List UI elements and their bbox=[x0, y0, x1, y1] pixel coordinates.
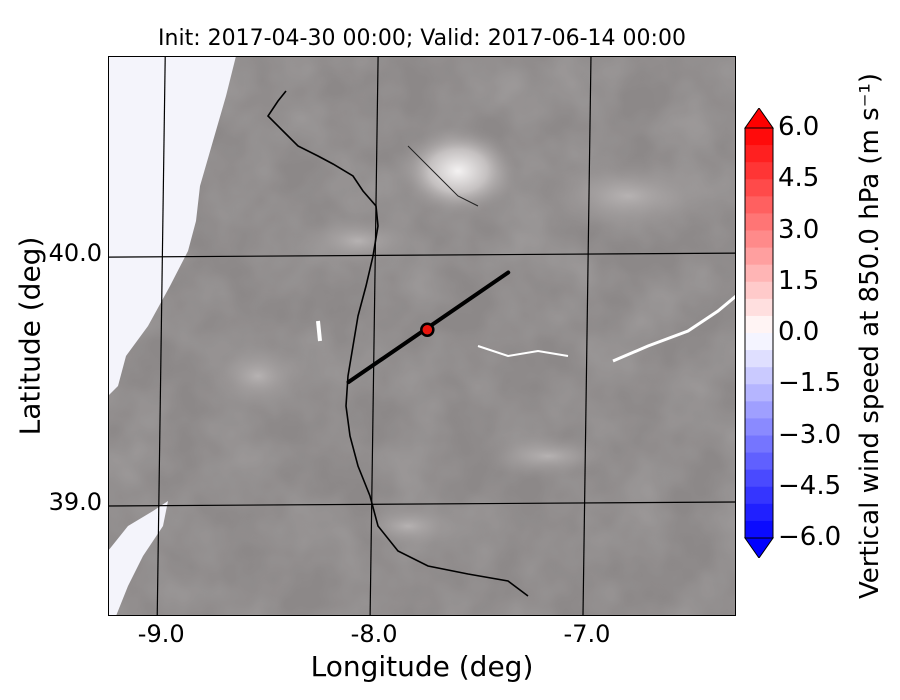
colorbar-tick-label: 1.5 bbox=[778, 265, 820, 296]
colorbar-tick-label: 6.0 bbox=[778, 112, 820, 142]
x-tick-label: -8.0 bbox=[350, 620, 398, 648]
colorbar-band bbox=[745, 145, 773, 163]
colorbar-min-arrow bbox=[744, 537, 774, 558]
colorbar-tick-label: 3.0 bbox=[778, 214, 820, 245]
hill-region bbox=[288, 211, 428, 271]
y-tick-label: 39.0 bbox=[48, 488, 102, 516]
colorbar-band bbox=[745, 162, 773, 180]
colorbar-band bbox=[745, 520, 773, 539]
colorbar-band bbox=[745, 435, 773, 454]
colorbar-tick-label: 0.0 bbox=[778, 317, 820, 347]
location-marker bbox=[420, 322, 435, 338]
parallel-line bbox=[108, 501, 736, 507]
colorbar-label: Vertical wind speed at 850.0 hPa (m s⁻¹) bbox=[855, 73, 885, 599]
colorbar-band bbox=[745, 367, 773, 385]
colorbar-band bbox=[745, 469, 773, 488]
mountain-peak bbox=[393, 123, 523, 219]
colorbar-band bbox=[745, 179, 773, 197]
colorbar-band bbox=[745, 213, 773, 231]
river-valley bbox=[477, 345, 569, 358]
colorbar-band bbox=[745, 281, 773, 300]
sea-area bbox=[108, 56, 236, 396]
colorbar-band bbox=[745, 333, 773, 351]
map-panel bbox=[108, 56, 736, 616]
colorbar-tick-label: −1.5 bbox=[778, 368, 842, 399]
colorbar-max-arrow bbox=[744, 108, 774, 129]
y-axis-label: Latitude (deg) bbox=[13, 236, 47, 436]
colorbar-band bbox=[745, 315, 773, 334]
colorbar-tick-label: −6.0 bbox=[778, 522, 842, 552]
contour-line bbox=[266, 90, 529, 597]
colorbar-band bbox=[745, 452, 773, 471]
x-axis-label: Longitude (deg) bbox=[310, 650, 534, 683]
y-tick-label: 40.0 bbox=[48, 239, 102, 268]
colorbar-band bbox=[745, 247, 773, 266]
colorbar-band bbox=[745, 350, 773, 368]
colorbar-tick-label: 4.5 bbox=[778, 163, 820, 194]
meridian-line bbox=[369, 56, 379, 616]
map-frame bbox=[108, 56, 736, 616]
map-canvas bbox=[108, 56, 736, 616]
x-tick-label: -9.0 bbox=[137, 620, 185, 648]
colorbar-band bbox=[745, 486, 773, 505]
plot-title: Init: 2017-04-30 00:00; Valid: 2017-06-1… bbox=[158, 26, 686, 51]
river-valley bbox=[612, 294, 736, 363]
colorbar-band bbox=[745, 128, 773, 146]
graticule bbox=[108, 56, 736, 616]
colorbar-band bbox=[745, 264, 773, 283]
river-valley bbox=[316, 320, 322, 342]
colorbar-tick-label: −3.0 bbox=[778, 419, 842, 450]
colorbar bbox=[744, 108, 774, 558]
colorbar-tick-label: −4.5 bbox=[778, 470, 842, 501]
colorbar-band bbox=[745, 401, 773, 419]
contour-line bbox=[407, 145, 479, 207]
meridian-line bbox=[156, 56, 166, 616]
meridian-line bbox=[582, 56, 592, 616]
colorbar-band bbox=[745, 196, 773, 214]
x-tick-label: -7.0 bbox=[563, 620, 611, 648]
colorbar-band bbox=[745, 384, 773, 402]
colorbar-frame bbox=[744, 127, 774, 539]
colorbar-band bbox=[745, 230, 773, 249]
hill-region bbox=[198, 336, 318, 416]
colorbar-band bbox=[745, 418, 773, 436]
colorbar-band bbox=[745, 298, 773, 317]
parallel-line bbox=[108, 252, 736, 258]
hill-region bbox=[518, 151, 736, 241]
sea-area-south bbox=[108, 501, 168, 616]
colorbar-band bbox=[745, 503, 773, 522]
hill-region bbox=[348, 501, 468, 551]
hill-region bbox=[468, 431, 628, 481]
